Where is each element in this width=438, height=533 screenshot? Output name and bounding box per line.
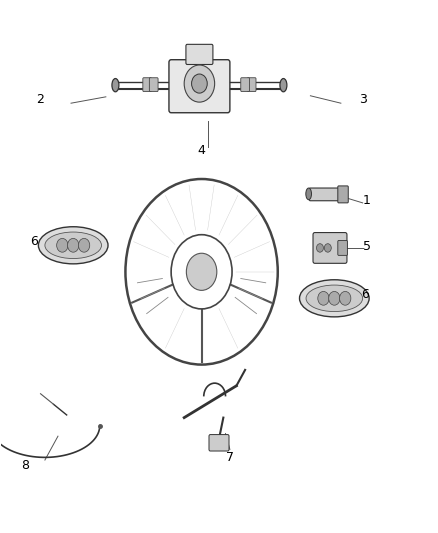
FancyBboxPatch shape bbox=[149, 78, 158, 92]
Text: 7: 7 bbox=[226, 451, 234, 464]
Ellipse shape bbox=[45, 232, 102, 259]
Text: 8: 8 bbox=[21, 459, 29, 472]
FancyBboxPatch shape bbox=[186, 44, 213, 64]
Circle shape bbox=[191, 74, 207, 93]
FancyBboxPatch shape bbox=[247, 78, 256, 92]
Circle shape bbox=[186, 253, 217, 290]
FancyBboxPatch shape bbox=[143, 78, 152, 92]
Circle shape bbox=[324, 244, 331, 252]
Text: 6: 6 bbox=[30, 235, 38, 247]
FancyBboxPatch shape bbox=[338, 240, 347, 255]
Text: 1: 1 bbox=[363, 193, 371, 207]
Ellipse shape bbox=[39, 227, 108, 264]
Text: 2: 2 bbox=[37, 93, 45, 106]
Text: 5: 5 bbox=[363, 240, 371, 253]
Ellipse shape bbox=[306, 188, 311, 200]
Text: 3: 3 bbox=[359, 93, 367, 106]
Circle shape bbox=[78, 238, 90, 252]
Circle shape bbox=[328, 292, 340, 305]
Ellipse shape bbox=[300, 280, 369, 317]
Circle shape bbox=[184, 65, 215, 102]
Circle shape bbox=[57, 238, 68, 252]
Circle shape bbox=[339, 292, 351, 305]
FancyBboxPatch shape bbox=[169, 60, 230, 113]
FancyBboxPatch shape bbox=[241, 78, 250, 92]
Circle shape bbox=[317, 244, 323, 252]
Circle shape bbox=[318, 292, 329, 305]
Ellipse shape bbox=[280, 78, 287, 92]
Text: 6: 6 bbox=[361, 288, 369, 301]
Ellipse shape bbox=[306, 285, 363, 312]
FancyBboxPatch shape bbox=[309, 188, 340, 201]
Text: 4: 4 bbox=[198, 144, 205, 157]
FancyBboxPatch shape bbox=[338, 186, 348, 203]
FancyBboxPatch shape bbox=[313, 232, 347, 263]
Circle shape bbox=[67, 238, 79, 252]
Ellipse shape bbox=[112, 78, 119, 92]
FancyBboxPatch shape bbox=[209, 434, 229, 451]
